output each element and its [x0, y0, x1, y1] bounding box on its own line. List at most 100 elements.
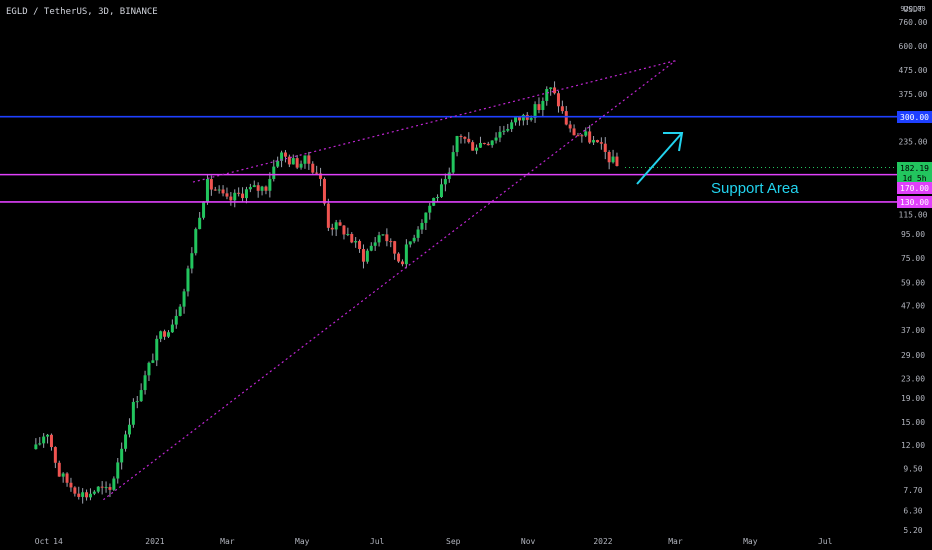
candle-body [260, 186, 264, 191]
candle-body [178, 306, 182, 316]
candle-body [213, 189, 217, 191]
candle-body [361, 249, 365, 262]
tag-300: 300.00 [897, 111, 932, 123]
candle-body [116, 462, 120, 479]
candle-body [61, 473, 65, 477]
time-tick-label: Mar [220, 537, 235, 546]
price-tick-label: 95.00 [901, 230, 925, 239]
candle-body [264, 186, 268, 191]
candle-body [510, 122, 514, 130]
candle-body [373, 242, 377, 246]
candle-body [186, 268, 190, 292]
candle-body [334, 222, 338, 230]
time-tick-label: May [743, 537, 758, 546]
candle-body [280, 152, 284, 161]
time-tick-label: 2022 [593, 537, 612, 546]
candle-body [85, 492, 89, 498]
candle-body [560, 106, 564, 112]
price-tick-label: 115.00 [899, 210, 928, 219]
price-tick-label: 59.00 [901, 278, 925, 287]
candle-body [104, 487, 108, 489]
candle-body [38, 443, 42, 445]
candle-body [303, 155, 307, 164]
candle-body [502, 130, 506, 132]
time-tick-label: Jul [818, 537, 833, 546]
trendline-1[interactable] [103, 60, 676, 501]
candle-body [447, 172, 451, 180]
candle-body [155, 338, 159, 361]
candle-body [49, 434, 53, 448]
support-area-label: Support Area [711, 180, 799, 197]
candles-layer [34, 81, 619, 504]
candle-body [42, 436, 46, 444]
candle-body [147, 362, 151, 376]
price-tick-label: 23.00 [901, 374, 925, 383]
candle-body [338, 222, 342, 226]
candle-body [233, 192, 237, 201]
price-tick-label: 75.00 [901, 254, 925, 263]
tag-170-text: 170.00 [900, 184, 929, 193]
price-tick-label: 15.00 [901, 418, 925, 427]
candle-body [322, 178, 326, 204]
candle-body [174, 315, 178, 325]
candle-body [256, 185, 260, 191]
candle-body [556, 93, 560, 107]
candle-body [283, 152, 287, 157]
candle-body [350, 234, 354, 243]
price-tick-label: 475.00 [899, 66, 928, 75]
candle-body [506, 129, 510, 131]
candle-body [163, 331, 167, 337]
price-tick-label: 19.00 [901, 394, 925, 403]
candle-body [217, 189, 221, 191]
trendline-2[interactable] [192, 60, 676, 183]
candle-body [124, 434, 128, 449]
levels-layer [0, 60, 897, 501]
candle-body [170, 324, 174, 333]
candle-body [291, 158, 295, 165]
time-axis: Oct 14 2021 Mar May Jul Sep Nov 2022 Mar May Jul [35, 537, 833, 546]
candle-body [533, 104, 537, 118]
candle-body [568, 124, 572, 129]
candle-body [549, 87, 553, 90]
candle-body [127, 424, 131, 435]
candle-body [541, 100, 545, 110]
candle-body [194, 229, 198, 254]
candle-body [459, 135, 463, 137]
candle-body [490, 140, 494, 146]
candle-body [315, 172, 319, 174]
candle-body [545, 89, 549, 101]
candle-body [299, 163, 303, 168]
time-tick-label: Sep [446, 537, 461, 546]
candle-body [131, 401, 135, 425]
candle-body [182, 291, 186, 307]
candle-body [202, 202, 206, 218]
time-tick-label: Oct [35, 537, 50, 546]
candle-body [209, 178, 213, 190]
candle-body [120, 448, 124, 463]
candle-body [311, 163, 315, 173]
price-tick-label: 6.30 [903, 506, 922, 515]
candle-body [455, 135, 459, 153]
candle-body [307, 155, 311, 164]
candle-body [529, 117, 533, 120]
candle-body [615, 156, 619, 167]
tag-130: 130.00 [897, 196, 932, 208]
candle-body [108, 487, 112, 490]
candle-body [342, 225, 346, 235]
time-tick-label: 14 [53, 537, 63, 546]
tag-300-text: 300.00 [900, 113, 929, 122]
time-tick-label: May [295, 537, 310, 546]
candle-body [330, 227, 334, 230]
candle-body [268, 179, 272, 191]
candle-body [88, 493, 92, 498]
candle-body [467, 138, 471, 143]
candle-body [595, 140, 599, 143]
current-price-text: 182.19 [900, 164, 929, 173]
candle-body [494, 137, 498, 141]
candle-body [221, 189, 225, 194]
candle-body [244, 189, 248, 199]
currency-label: USDT [903, 5, 922, 14]
candle-body [389, 241, 393, 243]
candle-body [564, 111, 568, 125]
